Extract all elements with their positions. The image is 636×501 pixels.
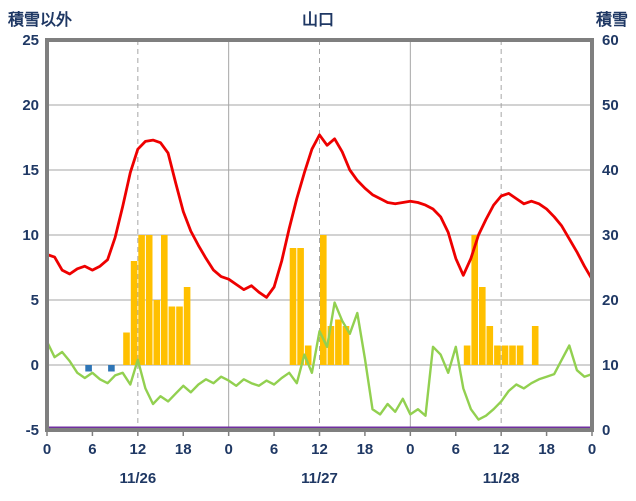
right-axis-title: 積雪 (595, 12, 628, 29)
blue-bars (85, 365, 115, 372)
x-axis-hour-label: 6 (452, 441, 460, 458)
x-axis-date-label: 11/27 (301, 470, 338, 487)
left-axis-tick-label: 15 (22, 162, 39, 179)
x-axis-hour-label: 12 (311, 441, 328, 458)
x-axis-date-label: 11/28 (483, 470, 520, 487)
x-axis-hour-label: 6 (88, 441, 96, 458)
right-axis-tick-label: 60 (602, 32, 619, 49)
left-axis-tick-label: -5 (26, 422, 39, 439)
left-axis-tick-label: 25 (22, 32, 39, 49)
green-line (45, 301, 594, 421)
plot-border (45, 38, 594, 432)
left-axis-tick-label: 5 (31, 292, 39, 309)
x-axis-hour-label: 18 (357, 441, 374, 458)
red-line (45, 133, 594, 299)
station-name: 山口 (301, 12, 335, 29)
x-axis-hour-label: 0 (224, 441, 232, 458)
x-axis-hour-label: 12 (493, 441, 510, 458)
x-axis-hour-label: 0 (43, 441, 51, 458)
right-axis-tick-label: 0 (602, 422, 610, 439)
left-axis-tick-label: 10 (22, 227, 39, 244)
left-axis-title: 積雪以外 (8, 12, 73, 29)
x-axis-hour-label: 6 (270, 441, 278, 458)
right-axis-tick-label: 10 (602, 357, 619, 374)
left-axis-tick-label: 0 (31, 357, 39, 374)
right-axis-tick-label: 20 (602, 292, 619, 309)
x-axis-hour-label: 0 (406, 441, 414, 458)
x-axis-hour-label: 12 (129, 441, 146, 458)
x-axis-hour-label: 18 (538, 441, 555, 458)
left-axis-tick-label: 20 (22, 97, 39, 114)
x-axis-hour-label: 0 (588, 441, 596, 458)
orange-bars (123, 235, 539, 365)
right-axis-tick-label: 40 (602, 162, 619, 179)
right-axis-tick-label: 30 (602, 227, 619, 244)
x-axis-hour-label: 18 (175, 441, 192, 458)
right-axis-tick-label: 50 (602, 97, 619, 114)
x-axis-date-label: 11/26 (119, 470, 156, 487)
